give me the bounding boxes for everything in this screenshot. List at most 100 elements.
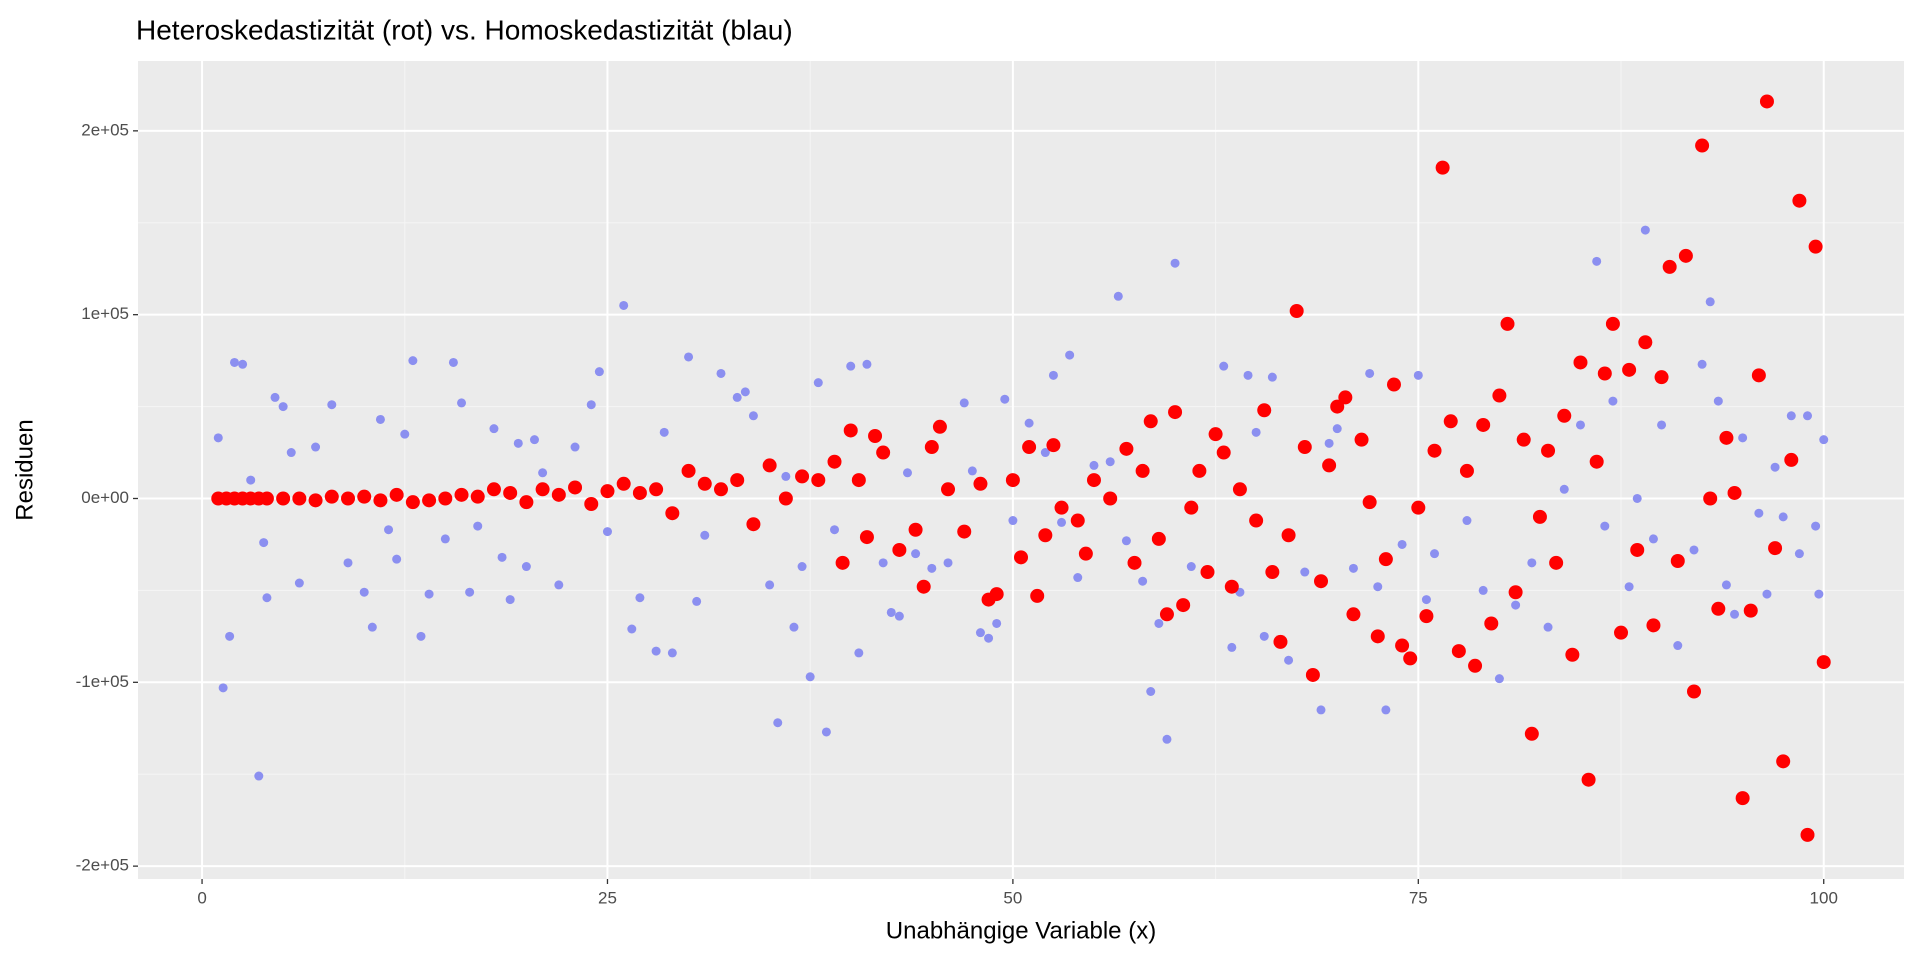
point (1624, 582, 1634, 592)
point (1686, 684, 1701, 699)
y-tick-label: 1e+05 (81, 304, 129, 323)
point (943, 558, 953, 568)
point (797, 562, 807, 572)
point (1168, 405, 1183, 420)
point (457, 398, 467, 408)
point (781, 471, 791, 481)
point (1103, 491, 1118, 506)
point (408, 356, 418, 366)
point (1443, 414, 1458, 429)
point (700, 530, 710, 540)
point (454, 487, 469, 502)
point (989, 587, 1004, 602)
point (667, 648, 677, 658)
point (357, 489, 372, 504)
point (1575, 420, 1585, 430)
point (1648, 534, 1658, 544)
point (649, 482, 664, 497)
point (1811, 521, 1821, 531)
point (600, 484, 615, 499)
point (1730, 609, 1740, 619)
point (1435, 160, 1450, 175)
point (1589, 454, 1604, 469)
point (1014, 550, 1028, 565)
point (684, 352, 694, 362)
point (1332, 424, 1342, 434)
point (1462, 516, 1472, 526)
point (1232, 482, 1247, 497)
point (1784, 452, 1799, 467)
point (846, 361, 856, 371)
point (1324, 438, 1334, 448)
point (1008, 516, 1018, 526)
y-tick-label: 0e+00 (81, 488, 129, 507)
point (1532, 509, 1547, 524)
point (1451, 644, 1466, 659)
point (503, 485, 518, 500)
point (967, 466, 977, 476)
point (975, 628, 985, 638)
point (1281, 528, 1296, 543)
point (538, 468, 548, 478)
point (470, 489, 485, 504)
point (1146, 687, 1156, 697)
point (941, 482, 956, 497)
point (254, 771, 264, 781)
point (843, 423, 858, 438)
point (821, 727, 831, 737)
point (1386, 377, 1401, 392)
point (1413, 370, 1423, 380)
point (1151, 531, 1166, 546)
point (1646, 618, 1661, 633)
point (489, 424, 499, 434)
point (924, 440, 939, 455)
x-axis-label: Unabhängige Variable (x) (886, 917, 1156, 944)
point (1654, 370, 1669, 385)
point (851, 473, 866, 488)
point (789, 622, 799, 632)
point (1284, 655, 1294, 665)
point (1468, 658, 1483, 673)
point (1630, 542, 1645, 557)
point (1524, 726, 1539, 741)
point (1346, 607, 1361, 622)
point (1273, 634, 1288, 649)
point (1776, 754, 1791, 769)
point (229, 357, 239, 367)
point (259, 491, 274, 506)
point (1670, 553, 1685, 568)
point (1135, 463, 1150, 478)
point (1705, 297, 1715, 307)
point (1105, 457, 1115, 467)
point (1119, 441, 1134, 456)
point (811, 473, 826, 488)
point (1549, 555, 1564, 570)
chart-title: Heteroskedastizität (rot) vs. Homoskedas… (136, 14, 793, 45)
point (762, 458, 777, 473)
point (1170, 258, 1180, 268)
point (902, 468, 912, 478)
point (1000, 394, 1010, 404)
point (1541, 443, 1556, 458)
point (294, 578, 304, 588)
point (375, 414, 385, 424)
point (1078, 546, 1093, 561)
point (827, 454, 842, 469)
point (681, 463, 696, 478)
x-tick-label: 100 (1810, 888, 1838, 907)
point (876, 445, 891, 460)
point (513, 438, 523, 448)
point (1365, 368, 1375, 378)
point (1743, 603, 1758, 618)
point (1762, 589, 1772, 599)
point (213, 433, 223, 443)
point (835, 555, 850, 570)
point (1249, 513, 1264, 528)
point (1216, 445, 1231, 460)
point (740, 387, 750, 397)
point (1819, 435, 1829, 445)
point (1695, 138, 1710, 153)
point (1751, 368, 1766, 383)
point (1243, 370, 1253, 380)
point (1348, 563, 1358, 573)
